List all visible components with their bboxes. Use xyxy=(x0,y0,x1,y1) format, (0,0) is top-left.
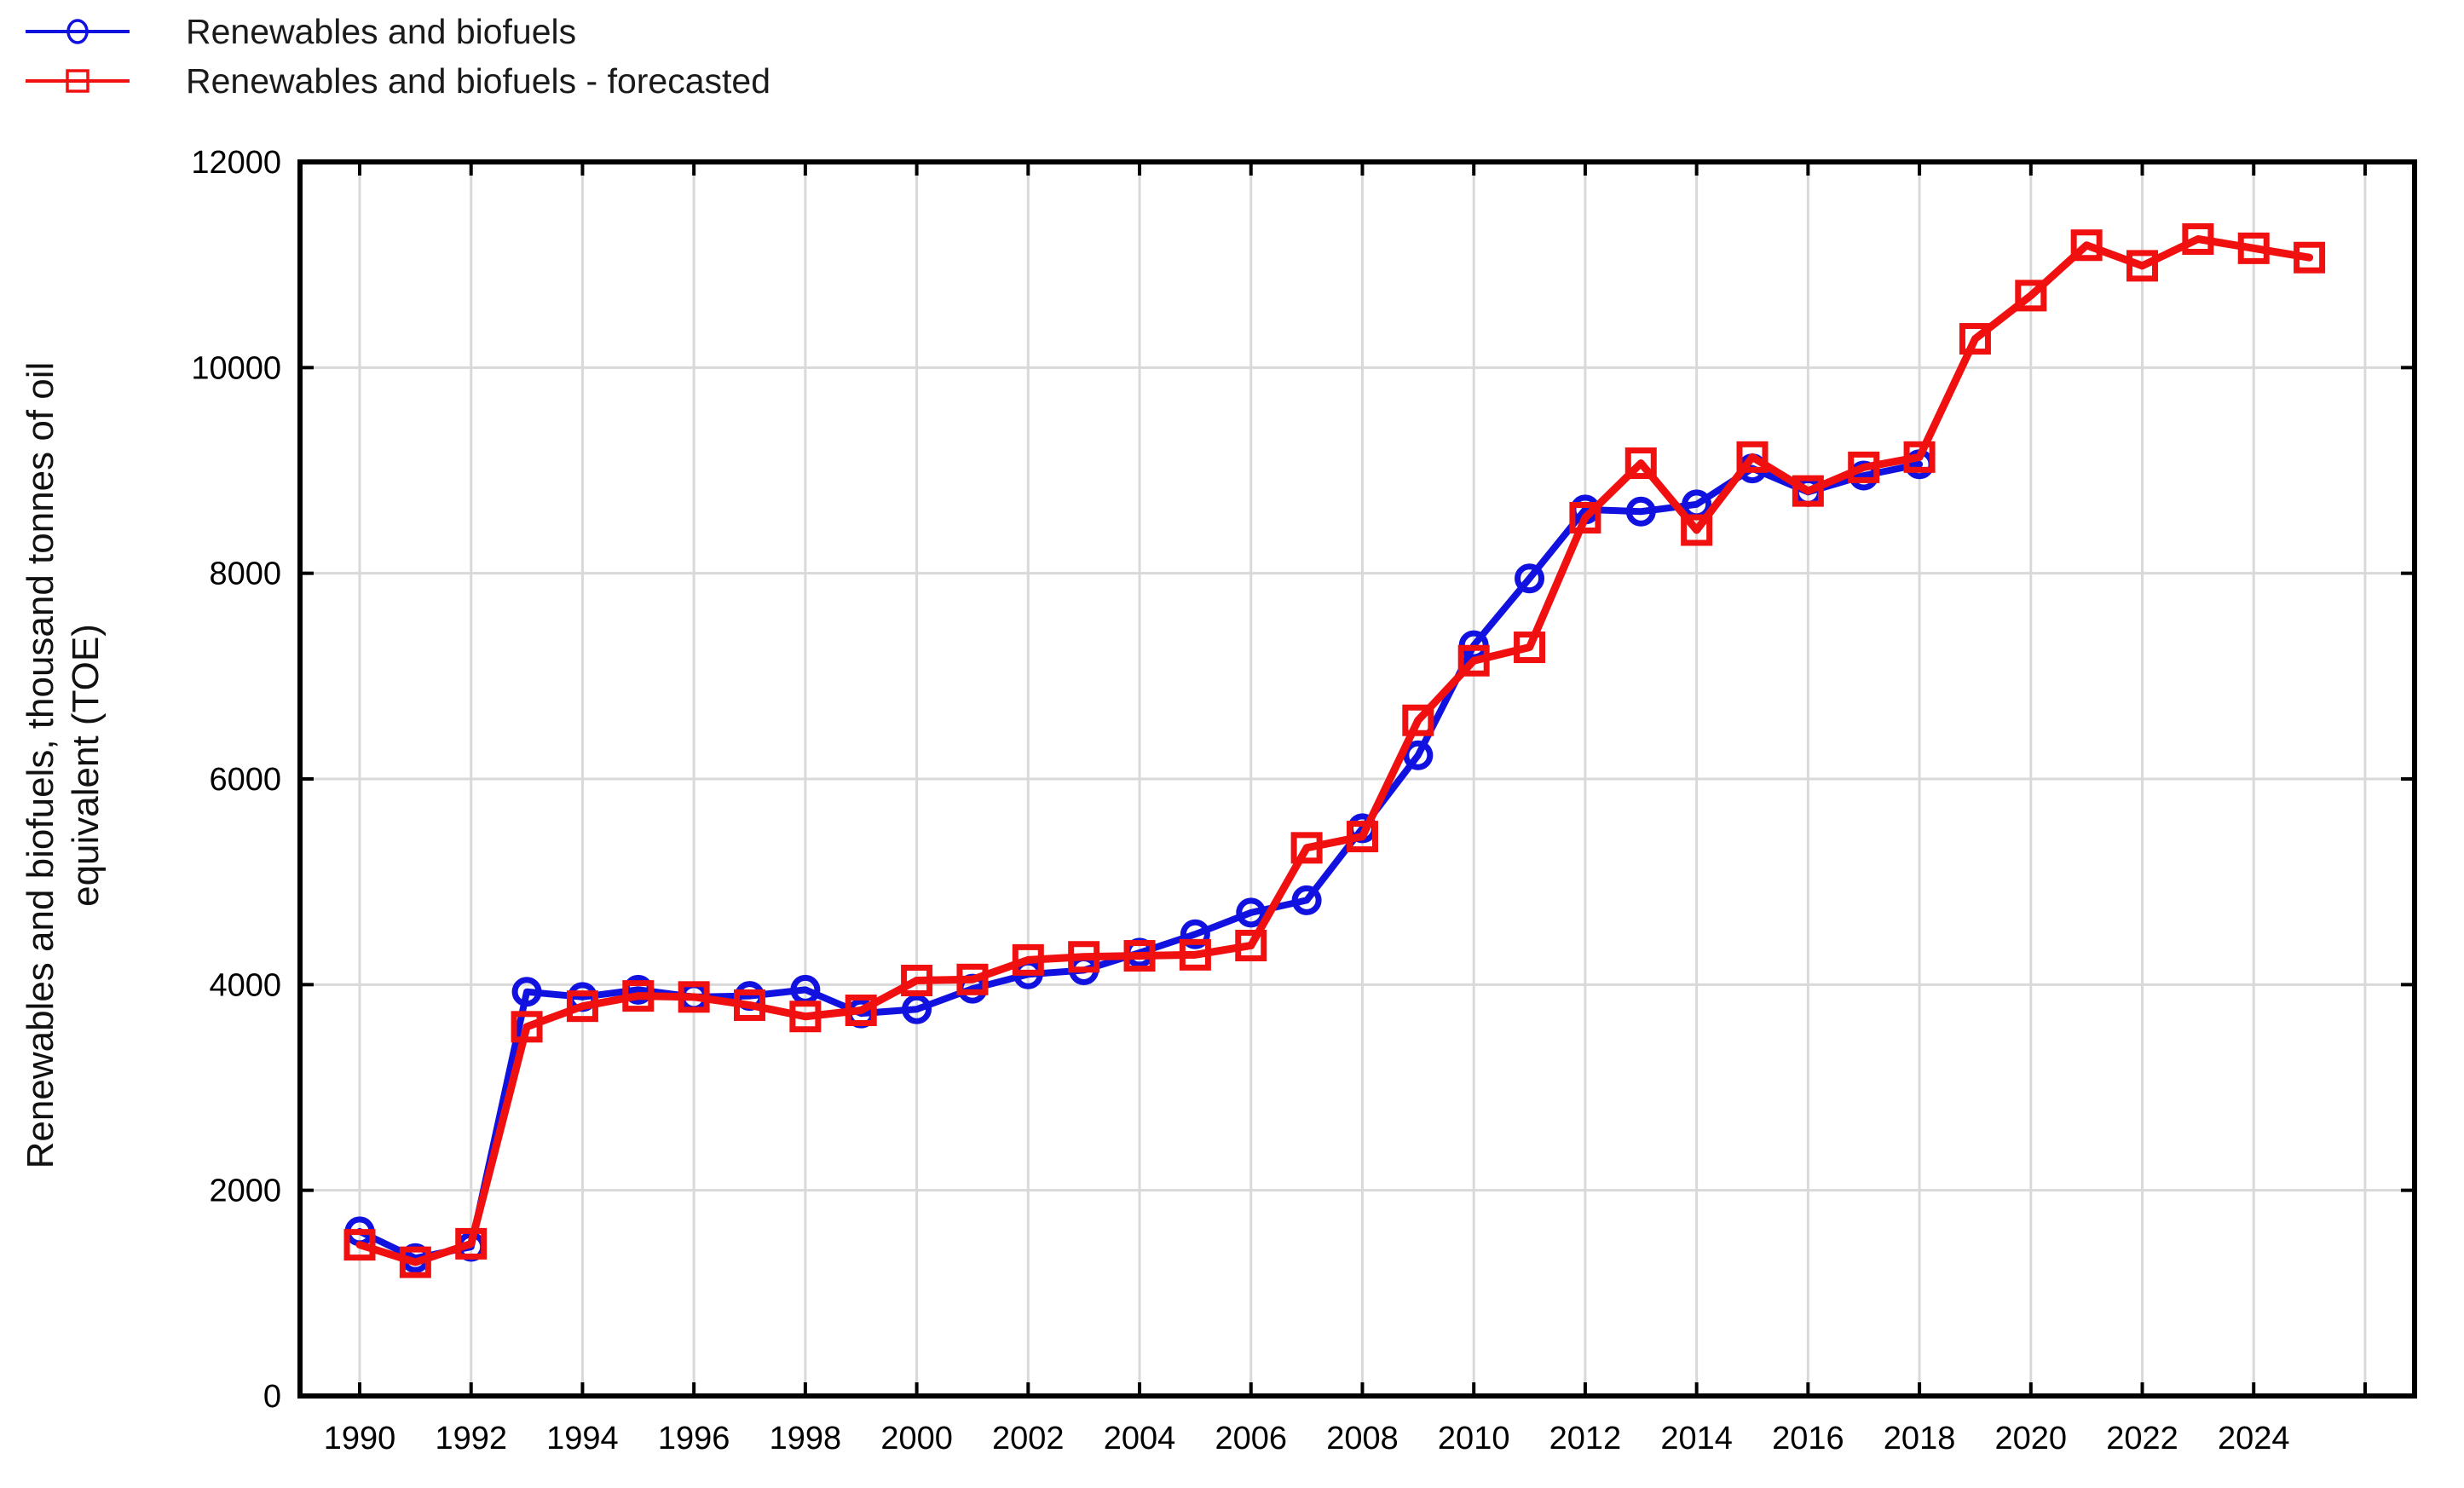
series-forecast-marker xyxy=(1514,632,1546,664)
series-forecast-marker xyxy=(1736,441,1769,473)
series-actual-marker xyxy=(1403,740,1434,770)
series-forecast-marker xyxy=(2070,229,2103,262)
x-tick-label: 1998 xyxy=(770,1421,842,1456)
series-forecast-marker xyxy=(622,980,655,1012)
series-forecast-marker xyxy=(1123,940,1156,972)
x-tick-label: 1994 xyxy=(546,1421,619,1456)
series-forecast-marker xyxy=(566,990,598,1023)
x-tick-label: 2016 xyxy=(1772,1421,1844,1456)
series-forecast-marker xyxy=(956,963,989,995)
y-tick-label: 6000 xyxy=(209,762,281,798)
series-forecast-marker xyxy=(2294,241,2326,274)
legend-label-actual: Renewables and biofuels xyxy=(186,11,577,51)
series-forecast-marker xyxy=(1068,941,1100,973)
series-forecast-marker xyxy=(2126,250,2159,282)
x-tick-label: 2024 xyxy=(2218,1421,2290,1456)
x-tick-label: 2008 xyxy=(1326,1421,1399,1456)
series-forecast-marker xyxy=(455,1227,488,1260)
series-forecast-marker xyxy=(1792,475,1824,507)
series-forecast-marker xyxy=(343,1229,376,1261)
y-tick-label: 10000 xyxy=(191,350,281,386)
legend-item-forecast: Renewables and biofuels - forecasted xyxy=(22,56,770,106)
series-forecast-marker xyxy=(1457,644,1490,677)
x-tick-label: 2012 xyxy=(1549,1421,1622,1456)
series-forecast-marker xyxy=(1179,938,1211,971)
gridlines xyxy=(300,162,2415,1396)
series-forecast-marker xyxy=(1848,451,1880,483)
series-forecast-marker xyxy=(845,995,877,1026)
x-tick-label: 2022 xyxy=(2106,1421,2178,1456)
series-forecast-marker xyxy=(1569,502,1601,534)
series-forecast-marker xyxy=(1012,943,1044,976)
x-tick-label: 2010 xyxy=(1438,1421,1510,1456)
series-forecast xyxy=(343,223,2326,1278)
chart-legend: Renewables and biofuels Renewables and b… xyxy=(22,7,770,106)
series-actual-marker xyxy=(1515,563,1545,594)
x-tick-label: 2020 xyxy=(1995,1421,2068,1456)
y-tick-label: 0 xyxy=(263,1379,281,1415)
y-axis-title-line2: equivalent (TOE) xyxy=(65,624,107,907)
series-forecast-marker xyxy=(1624,447,1657,480)
x-tick-label: 2002 xyxy=(992,1421,1065,1456)
series-forecast-marker xyxy=(1903,441,1936,473)
series-forecast-marker xyxy=(511,1011,543,1043)
series-forecast-marker xyxy=(678,981,710,1013)
legend-item-actual: Renewables and biofuels xyxy=(22,7,770,56)
series-forecast-marker xyxy=(1402,704,1434,736)
series-forecast-marker xyxy=(901,965,933,997)
y-axis-title-line1: Renewables and biofuels, thousand tonnes… xyxy=(20,361,61,1169)
series-forecast-marker xyxy=(1681,514,1713,546)
series-forecast-marker xyxy=(1290,832,1323,864)
y-tick-label: 4000 xyxy=(209,967,281,1003)
x-tick-label: 1996 xyxy=(658,1421,730,1456)
series-actual-marker xyxy=(1291,885,1322,915)
series-forecast-marker xyxy=(1959,323,1991,355)
series-actual-marker xyxy=(1625,496,1656,527)
series-actual-marker xyxy=(1236,897,1267,928)
y-tick-label: 8000 xyxy=(209,557,281,592)
x-tick-label: 2018 xyxy=(1884,1421,1956,1456)
axis-labels: 1990 1992 1994 1996 1998 2000 2002 2004 2006 2008… xyxy=(191,145,2289,1456)
x-tick-label: 2006 xyxy=(1215,1421,1287,1456)
legend-swatch-circle-icon xyxy=(26,19,130,44)
x-tick-label: 2014 xyxy=(1660,1421,1733,1456)
x-tick-label: 1990 xyxy=(324,1421,396,1456)
y-tick-label: 2000 xyxy=(209,1174,281,1209)
series-forecast-marker xyxy=(399,1246,431,1278)
series-forecast-marker xyxy=(1346,821,1378,853)
series-actual-marker xyxy=(902,994,932,1024)
y-tick-label: 12000 xyxy=(191,145,281,181)
legend-label-forecast: Renewables and biofuels - forecasted xyxy=(186,61,771,101)
axis-ticks xyxy=(300,160,2415,1398)
series-forecast-marker xyxy=(734,989,766,1021)
series-actual-marker xyxy=(1180,919,1210,949)
x-tick-label: 2000 xyxy=(880,1421,953,1456)
series-actual-marker xyxy=(511,977,542,1007)
series-forecast-marker xyxy=(789,1001,822,1033)
x-tick-label: 2004 xyxy=(1104,1421,1176,1456)
x-tick-label: 1992 xyxy=(435,1421,507,1456)
series-forecast-marker xyxy=(2237,232,2270,264)
series-forecast-marker xyxy=(2015,280,2047,312)
series-forecast-marker xyxy=(2182,223,2214,255)
legend-swatch-square-icon xyxy=(26,69,130,93)
series-forecast-line xyxy=(355,235,2314,1266)
series-forecast-marker xyxy=(1235,929,1267,961)
